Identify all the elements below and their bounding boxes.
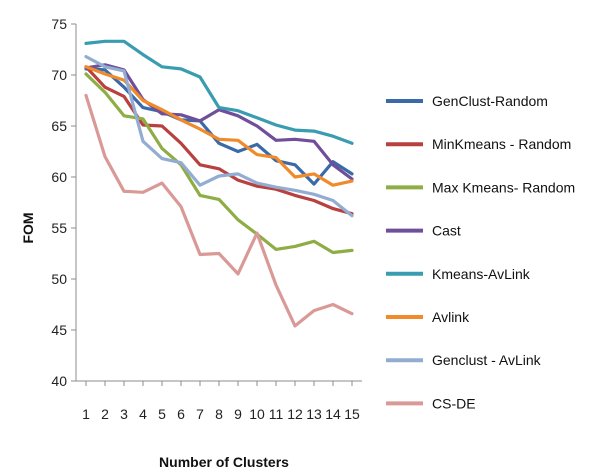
- series-line-4: [84, 63, 354, 181]
- x-tick-label: 13: [306, 406, 322, 422]
- legend: GenClust-Random MinKmeans - Random Max Kme…: [386, 93, 575, 411]
- x-tick-label: 10: [249, 406, 265, 422]
- x-tick-label: 4: [139, 406, 147, 422]
- x-tick-label: 7: [196, 406, 204, 422]
- series-line-6: [84, 65, 354, 187]
- y-axis-title: FOM: [20, 212, 36, 243]
- series-line-7: [84, 54, 354, 218]
- y-tick-label: 75: [51, 16, 67, 32]
- x-tick-label: 11: [269, 406, 284, 422]
- x-tick-label: 9: [234, 406, 242, 422]
- x-tick-label: 12: [287, 406, 303, 422]
- legend-label: Genclust - AvLink: [432, 352, 542, 368]
- x-axis-ticks: 1 2 3 4 5 6 7 8 9 10 11 12 13 14 15: [82, 381, 360, 422]
- legend-label: Max Kmeans- Random: [432, 179, 575, 195]
- y-tick-label: 65: [51, 118, 67, 134]
- y-tick-label: 50: [51, 271, 67, 287]
- series-line-5: [84, 39, 354, 145]
- x-tick-label: 3: [120, 406, 128, 422]
- legend-label: GenClust-Random: [432, 93, 548, 109]
- series-line-2: [84, 65, 354, 216]
- x-axis-title: Number of Clusters: [159, 454, 289, 470]
- y-tick-label: 70: [51, 67, 67, 83]
- y-tick-label: 55: [51, 220, 67, 236]
- x-tick-label: 8: [215, 406, 223, 422]
- y-tick-label: 60: [51, 169, 67, 185]
- legend-label: MinKmeans - Random: [432, 136, 571, 152]
- y-tick-label: 40: [51, 373, 67, 389]
- y-axis-ticks: 40 45 50 55 60 65 70 75: [51, 16, 76, 389]
- series-line-3: [84, 72, 354, 255]
- legend-label: Cast: [432, 223, 461, 239]
- x-tick-label: 5: [158, 406, 166, 422]
- x-tick-label: 6: [177, 406, 185, 422]
- y-tick-label: 45: [51, 322, 67, 338]
- legend-label: CS-DE: [432, 395, 476, 411]
- legend-label: Kmeans-AvLink: [432, 266, 531, 282]
- x-tick-label: 15: [344, 406, 360, 422]
- series-lines: [84, 39, 354, 328]
- series-line-1: [84, 67, 354, 186]
- legend-label: Avlink: [432, 309, 470, 325]
- x-tick-label: 14: [325, 406, 341, 422]
- x-tick-label: 1: [82, 406, 90, 422]
- series-line-8: [84, 93, 354, 328]
- x-tick-label: 2: [101, 406, 109, 422]
